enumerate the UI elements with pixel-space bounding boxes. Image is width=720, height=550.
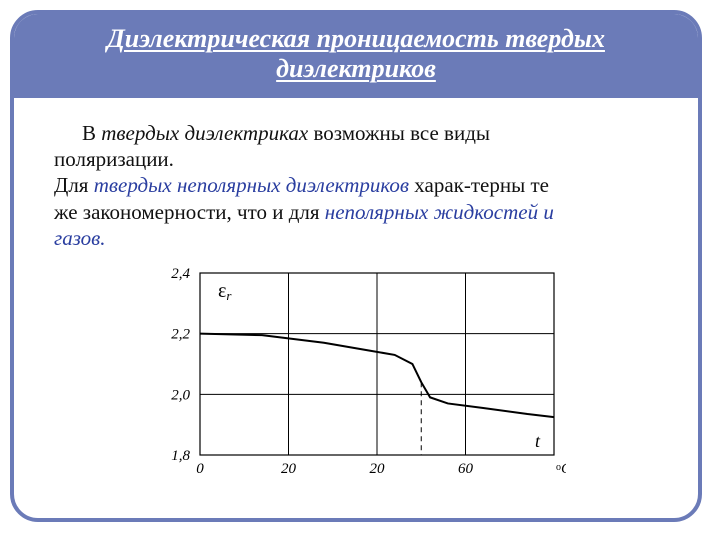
- t5-post: .: [100, 226, 105, 250]
- t2: поляризации.: [54, 147, 174, 171]
- body-text: В твердых диэлектриках возможны все виды…: [14, 98, 698, 259]
- t4-pre: же закономерности, что и для: [54, 200, 325, 224]
- t1-post: возможны все виды: [308, 121, 490, 145]
- slide-title: Диэлектрическая проницаемость твердых ди…: [26, 24, 686, 84]
- t3-post: харак-терны те: [409, 173, 549, 197]
- svg-text:oC: oC: [556, 461, 566, 477]
- svg-text:60: 60: [458, 461, 474, 477]
- svg-text:20: 20: [281, 461, 297, 477]
- slide-frame: Диэлектрическая проницаемость твердых ди…: [10, 10, 702, 522]
- t3-em: твердых неполярных диэлектриков: [94, 173, 409, 197]
- svg-text:εr: εr: [218, 280, 232, 303]
- t3-pre: Для: [54, 173, 94, 197]
- t1-em: твердых диэлектриках: [101, 121, 308, 145]
- title-bar: Диэлектрическая проницаемость твердых ди…: [14, 14, 698, 98]
- svg-text:1,8: 1,8: [171, 448, 190, 464]
- svg-text:0: 0: [196, 461, 204, 477]
- permittivity-chart: 0 20 20 60 1,8 2,0 2,2 2,4 εr toC: [146, 263, 566, 483]
- svg-text:20: 20: [370, 461, 386, 477]
- svg-text:2,4: 2,4: [171, 266, 190, 282]
- svg-text:2,0: 2,0: [171, 387, 190, 403]
- svg-text:t: t: [535, 431, 541, 451]
- svg-text:2,2: 2,2: [171, 327, 190, 343]
- t5-em: газов: [54, 226, 100, 250]
- t1-pre: В: [82, 121, 101, 145]
- t4-em: неполярных жидкостей и: [325, 200, 554, 224]
